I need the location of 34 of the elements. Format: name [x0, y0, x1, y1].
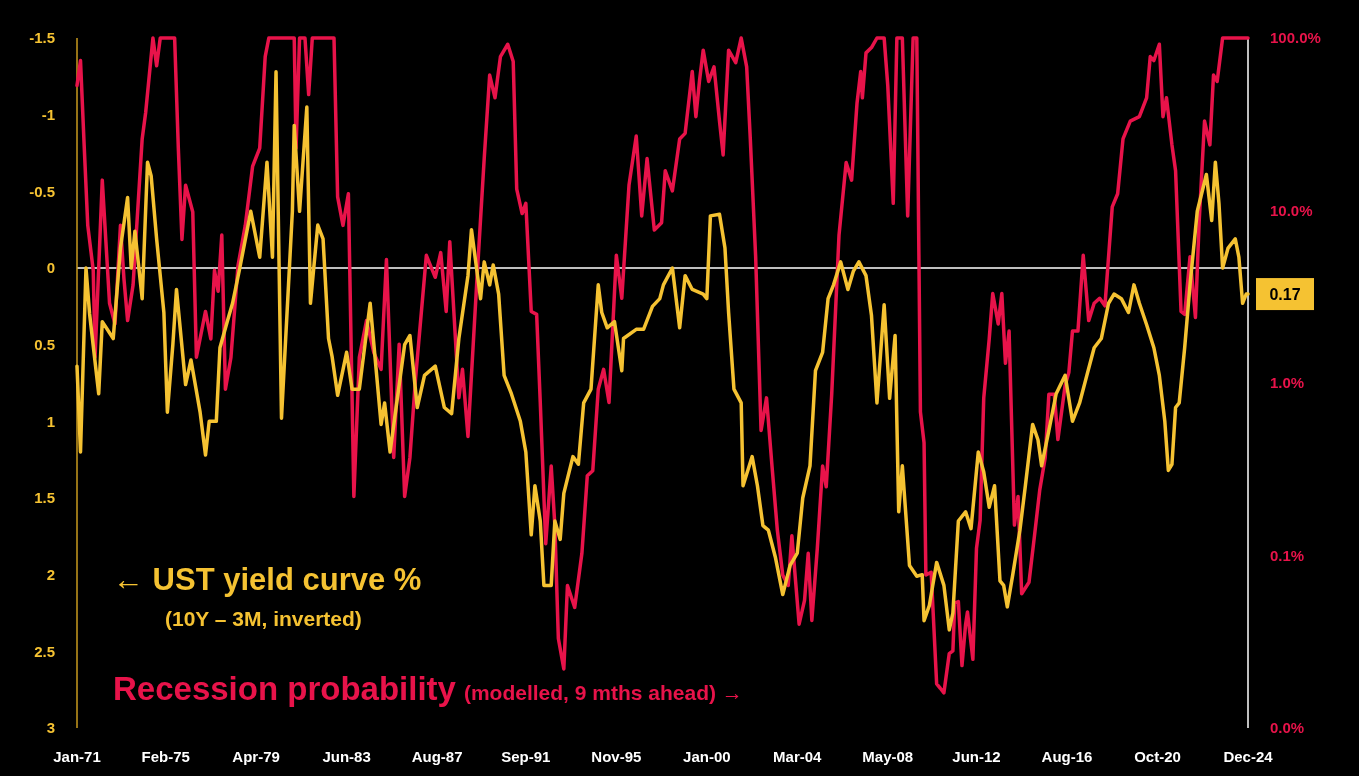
x-tick-label: Jan-71	[53, 748, 101, 765]
x-tick-label: Oct-20	[1134, 748, 1181, 765]
x-tick-label: Dec-24	[1223, 748, 1274, 765]
y-tick-label: 1	[46, 412, 55, 430]
y-tick-label: 1.5	[34, 489, 55, 507]
y-tick-label: 0	[46, 259, 55, 277]
y2-tick-label: 0.1%	[1270, 546, 1305, 564]
y-tick-label: 2	[46, 565, 55, 583]
text: Recession probability	[113, 670, 457, 707]
x-tick-label: Jun-83	[322, 748, 371, 765]
y-tick-label: -0.5	[29, 182, 55, 200]
x-tick-label: Sep-91	[501, 748, 551, 765]
text: ← UST yield curve %	[113, 562, 422, 597]
x-tick-label: Aug-16	[1041, 748, 1093, 765]
y2-tick-label: 100.0%	[1270, 29, 1321, 47]
annotation: 0.17	[1269, 285, 1301, 303]
x-tick-label: Feb-75	[141, 748, 190, 765]
y-tick-label: -1	[41, 105, 55, 123]
x-tick-label: Nov-95	[591, 748, 642, 765]
y-tick-label: 2.5	[34, 642, 55, 660]
y-tick-label: 0.5	[34, 335, 55, 353]
y2-tick-label: 1.0%	[1270, 374, 1305, 392]
x-tick-label: Jan-00	[683, 748, 731, 765]
x-tick-label: Aug-87	[411, 748, 463, 765]
x-tick-label: May-08	[862, 748, 914, 765]
x-tick-label: Apr-79	[232, 748, 280, 765]
y-tick-label: 3	[46, 719, 55, 737]
annotation: (10Y – 3M, inverted)	[165, 607, 362, 630]
y-tick-label: -1.5	[29, 29, 55, 47]
x-tick-label: Jun-12	[952, 748, 1001, 765]
annotation: (modelled, 9 mths ahead) →	[463, 681, 743, 704]
y2-tick-label: 10.0%	[1270, 201, 1313, 219]
y2-tick-label: 0.0%	[1270, 719, 1305, 737]
x-tick-label: Mar-04	[773, 748, 823, 765]
